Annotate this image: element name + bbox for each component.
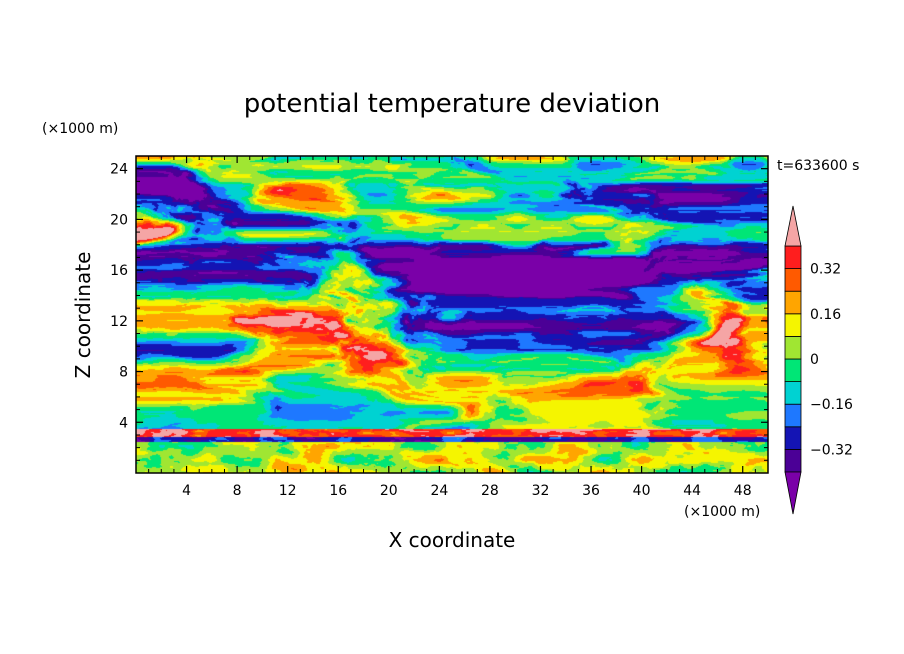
colorbar-bin [784, 381, 802, 405]
colorbar-tick-label: 0.16 [810, 307, 841, 323]
colorbar-tick-label: 0.32 [810, 262, 841, 278]
colorbar-tick-label: 0 [810, 352, 819, 368]
x-tick-label: 16 [329, 483, 347, 499]
colorbar-bin [784, 245, 802, 270]
y-tick-label: 16 [110, 263, 128, 279]
colorbar-bin [784, 403, 802, 428]
x-tick-label: 44 [683, 483, 701, 499]
y-axis: 4 8 12 16 20 24 [110, 162, 768, 461]
colorbar-bin [784, 268, 802, 292]
x-tick-label: 24 [430, 483, 448, 499]
x-tick-label: 8 [233, 483, 242, 499]
contour-image [136, 156, 768, 473]
x-tick-label: 40 [633, 483, 651, 499]
y-tick-label: 4 [119, 415, 128, 431]
x-tick-label: 20 [380, 483, 398, 499]
colorbar-bin [784, 290, 802, 315]
colorbar: 0.32 0.16 0 −0.16 −0.32 [784, 205, 853, 515]
colorbar-tick-label: −0.16 [810, 397, 853, 413]
time-label: t=633600 s [777, 158, 859, 174]
colorbar-bin [784, 358, 802, 383]
y-tick-label: 24 [110, 162, 128, 178]
x-unit-label: (×1000 m) [684, 504, 760, 520]
x-tick-label: 48 [734, 483, 752, 499]
x-tick-label: 12 [279, 483, 297, 499]
y-tick-label: 12 [110, 314, 128, 330]
colorbar-extend-bottom [784, 471, 802, 515]
z-unit-label: (×1000 m) [42, 121, 118, 137]
colorbar-bin [784, 448, 802, 473]
y-tick-label: 20 [110, 212, 128, 228]
y-tick-label: 8 [119, 365, 128, 381]
colorbar-tick-label: −0.32 [810, 442, 853, 458]
chart-title: potential temperature deviation [244, 89, 660, 119]
x-tick-label: 32 [532, 483, 550, 499]
colorbar-bin [784, 426, 802, 450]
x-tick-label: 4 [182, 483, 191, 499]
x-axis-label: X coordinate [389, 528, 516, 552]
x-tick-label: 36 [582, 483, 600, 499]
colorbar-bin [784, 335, 802, 360]
y-axis-label: Z coordinate [71, 252, 95, 379]
colorbar-extend-top [784, 205, 802, 247]
contour-field [136, 156, 768, 473]
colorbar-bin [784, 313, 802, 337]
x-axis: 4 8 12 16 20 24 28 32 36 40 44 48 [148, 156, 756, 499]
x-tick-label: 28 [481, 483, 499, 499]
